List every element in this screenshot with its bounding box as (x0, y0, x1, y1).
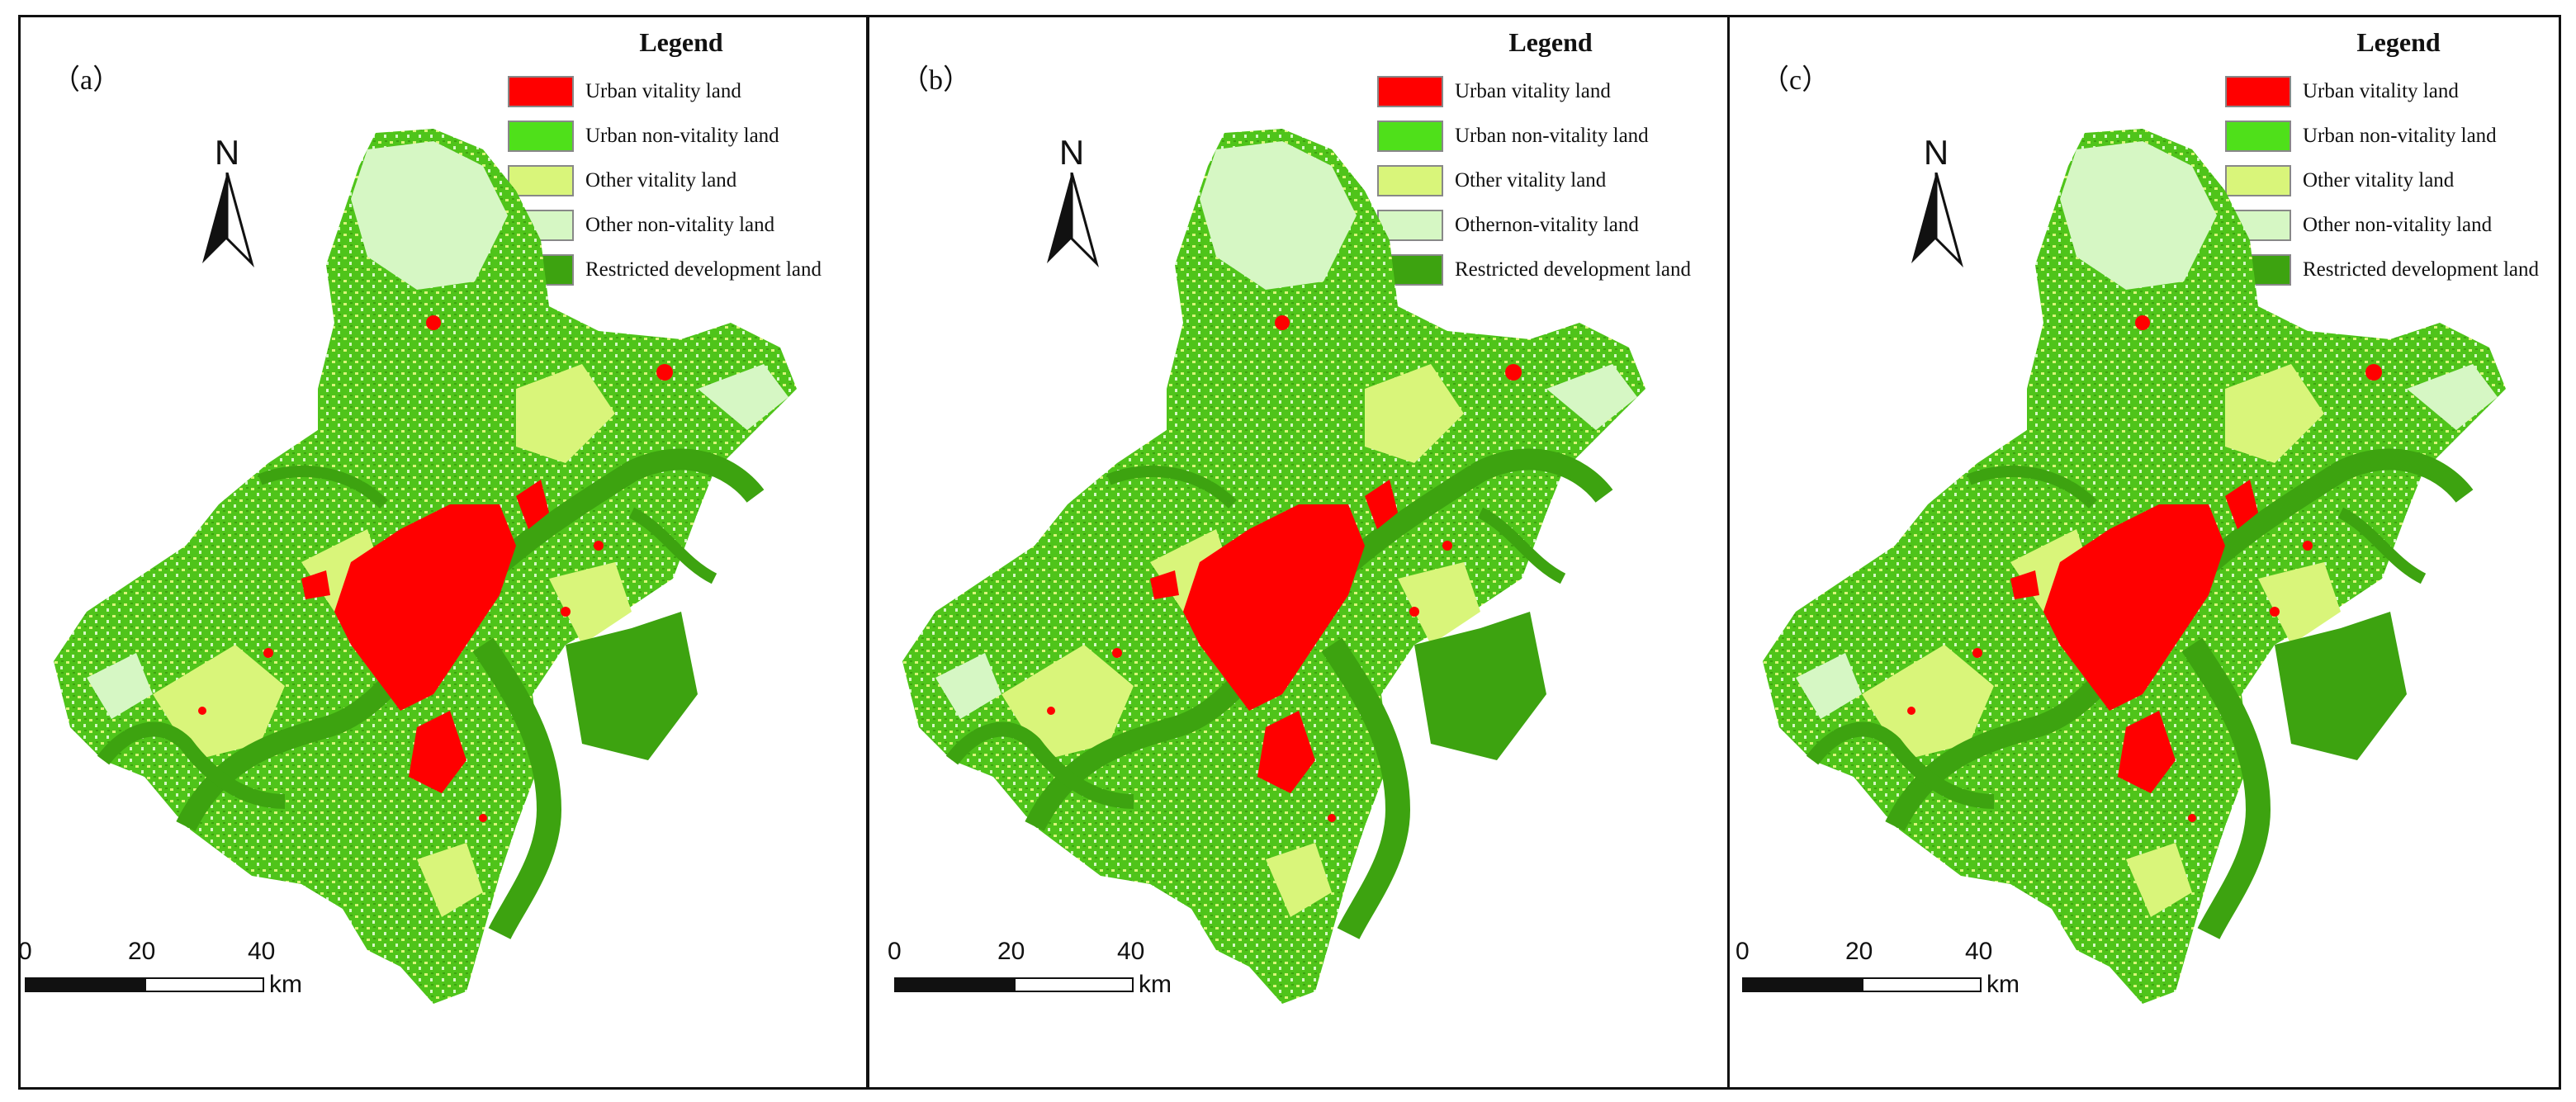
legend-item-urban-vitality: Urban vitality land (2225, 69, 2559, 114)
land-use-map (902, 116, 1679, 1024)
legend-label: Other non-vitality land (585, 214, 775, 236)
legend-label: Other vitality land (1455, 169, 1607, 192)
north-arrow-icon (1047, 172, 1099, 268)
legend-swatch (508, 165, 574, 196)
north-label: N (214, 133, 240, 172)
north-label: N (1058, 133, 1085, 172)
scale-tick: 0 (888, 938, 902, 965)
legend-title: Legend (1508, 27, 1593, 57)
scale-unit: km (269, 971, 302, 998)
scale-bar: 0 20 40 km (21, 938, 305, 1012)
scale-segment-white (1014, 977, 1134, 992)
legend-title: Legend (2356, 27, 2441, 57)
map-panel-c: （c） Legend Urban vitality land Urban non… (1727, 15, 2561, 1090)
legend-label: Urban vitality land (1455, 80, 1611, 102)
scale-unit: km (1986, 971, 2020, 998)
map-panel-b: （b） Legend Urban vitality land Urban non… (867, 15, 1730, 1090)
legend-label: Other non-vitality land (2303, 214, 2493, 236)
legend-item-other-vitality: Other vitality land (2225, 158, 2559, 203)
scale-tick: 40 (1117, 938, 1145, 965)
scale-segment-black (25, 977, 144, 992)
legend-label: Other vitality land (585, 169, 737, 192)
scale-tick: 40 (248, 938, 276, 965)
legend-swatch (508, 76, 574, 107)
legend-item-urban-non-vitality: Urban non-vitality land (1377, 114, 1727, 158)
land-use-map (1763, 116, 2539, 1024)
north-arrow: N (1039, 133, 1105, 273)
legend-swatch (1377, 210, 1443, 241)
legend-swatch (2225, 165, 2291, 196)
legend-label: Urban non-vitality land (585, 125, 779, 147)
scale-tick: 20 (997, 938, 1025, 965)
legend-swatch (1377, 76, 1443, 107)
legend-swatch (1377, 121, 1443, 152)
scale-bar: 0 20 40 km (888, 938, 1175, 1012)
scale-tick: 0 (1735, 938, 1750, 965)
legend-item-urban-non-vitality: Urban non-vitality land (2225, 114, 2559, 158)
legend-swatch (2225, 76, 2291, 107)
legend-label: Urban vitality land (585, 80, 741, 102)
legend-item-other-vitality: Other vitality land (1377, 158, 1727, 203)
north-arrow: N (1903, 133, 1969, 273)
panel-label: （b） (901, 65, 971, 96)
scale-tick: 40 (1965, 938, 1993, 965)
legend-label: Othernon-vitality land (1455, 214, 1639, 236)
north-label: N (1923, 133, 1949, 172)
legend-label: Urban vitality land (2303, 80, 2459, 102)
legend-label: Urban non-vitality land (1455, 125, 1649, 147)
scale-segment-white (1862, 977, 1982, 992)
legend: Legend Urban vitality land Urban non-vit… (1377, 27, 1727, 292)
scale-tick: 0 (18, 938, 32, 965)
legend-item-other-non-vitality: Othernon-vitality land (1377, 203, 1727, 248)
legend: Legend Urban vitality land Urban non-vit… (2225, 27, 2559, 292)
legend-item-urban-non-vitality: Urban non-vitality land (508, 114, 866, 158)
map-panel-a: （a） Legend Urban vitality land Urban non… (18, 15, 869, 1090)
north-arrow: N (194, 133, 260, 273)
panel-label: （a） (52, 65, 121, 96)
legend-item-other-vitality: Other vitality land (508, 158, 866, 203)
scale-segment-black (1742, 977, 1862, 992)
legend-label: Restricted development land (585, 258, 822, 281)
legend-item-urban-vitality: Urban vitality land (1377, 69, 1727, 114)
scale-tick: 20 (1845, 938, 1873, 965)
north-arrow-icon (202, 172, 254, 268)
scale-tick: 20 (128, 938, 156, 965)
panel-label: （c） (1761, 65, 1830, 96)
legend-swatch (508, 121, 574, 152)
legend-swatch (1377, 165, 1443, 196)
land-use-map (54, 116, 830, 1024)
scale-bar: 0 20 40 km (1735, 938, 2023, 1012)
north-arrow-icon (1911, 172, 1963, 268)
legend-label: Other vitality land (2303, 169, 2455, 192)
scale-unit: km (1139, 971, 1172, 998)
legend-label: Restricted development land (1455, 258, 1692, 281)
scale-segment-black (894, 977, 1014, 992)
legend: Legend Urban vitality land Urban non-vit… (508, 27, 866, 292)
legend-item-urban-vitality: Urban vitality land (508, 69, 866, 114)
scale-segment-white (144, 977, 264, 992)
legend-title: Legend (639, 27, 723, 57)
legend-label: Restricted development land (2303, 258, 2540, 281)
legend-label: Urban non-vitality land (2303, 125, 2497, 147)
legend-swatch (2225, 121, 2291, 152)
